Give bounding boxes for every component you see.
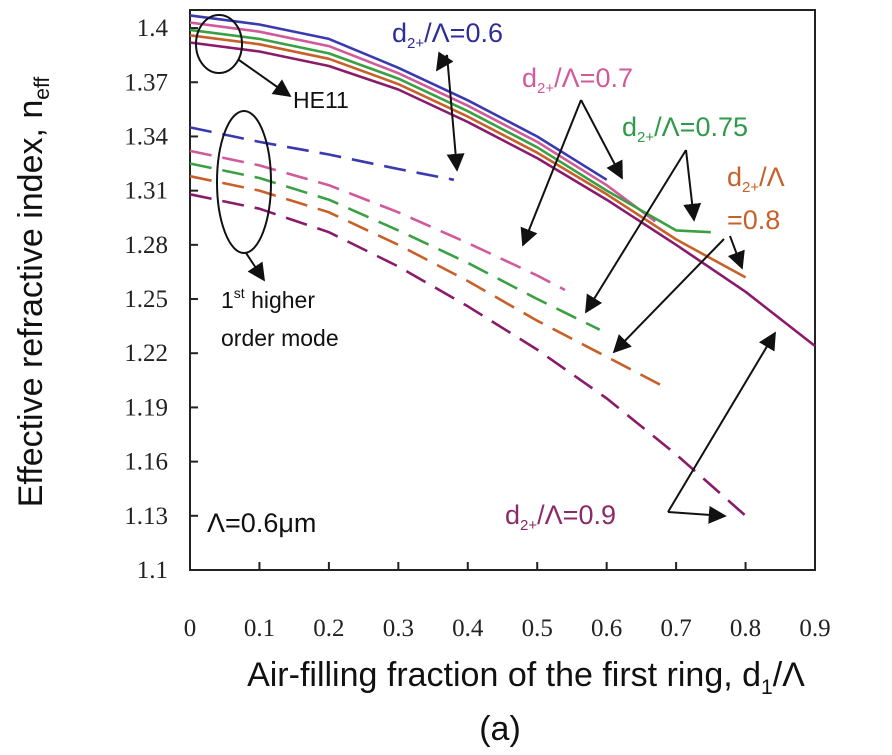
x-tick-label: 0.7 (660, 615, 691, 642)
x-tick-label: 0.4 (452, 615, 484, 642)
he11-mode-line-0 (189, 14, 608, 181)
y-tick-label: 1.37 (124, 69, 168, 96)
plot-frame (189, 9, 816, 571)
y-tick-label: 1.28 (124, 232, 168, 259)
label-d2-0.7: d2+/Λ=0.7 (522, 63, 633, 97)
y-tick-label: 1.4 (137, 15, 169, 42)
label-d2-0.8-line1: d2+/Λ (727, 162, 785, 196)
x-tick-label: 0 (184, 615, 197, 642)
arrow-0.6-solid (436, 51, 454, 72)
y-tick-label: 1.1 (137, 557, 168, 584)
higher-order-mode-line-5 (189, 126, 455, 182)
higher-order-ellipse (216, 110, 272, 254)
label-d2-0.75: d2+/Λ=0.75 (622, 112, 748, 146)
arrow-0.7-dashed (520, 99, 582, 247)
arrow-he11 (238, 59, 292, 98)
y-tick-label: 1.25 (124, 286, 168, 313)
he11-mode-line-3 (189, 34, 747, 279)
y-tick-label: 1.31 (124, 178, 168, 205)
x-tick-label: 0.5 (522, 615, 553, 642)
y-tick-label: 1.13 (124, 503, 168, 530)
arrow-0.75-dashed (585, 149, 687, 314)
y-axis-title: Effective refractive index, neff (12, 77, 54, 508)
x-tick-label: 0.6 (591, 615, 622, 642)
higher-order-mode-line-7 (189, 162, 601, 331)
label-lattice-constant: Λ=0.6μm (207, 508, 316, 538)
figure-caption: (a) (479, 710, 521, 748)
arrow-0.8-solid (727, 235, 745, 270)
label-higher-order-line1: 1st higher (221, 285, 315, 313)
arrow-0.75-solid (683, 149, 702, 222)
arrow-0.8-dashed (612, 238, 725, 354)
y-tick-label: 1.16 (124, 449, 168, 476)
label-d2-0.8-line2: =0.8 (727, 205, 780, 235)
x-tick-label: 0.8 (730, 615, 761, 642)
x-tick-label: 0.9 (799, 615, 830, 642)
arrow-0.7-solid (580, 99, 623, 180)
he11-ellipse (195, 14, 243, 74)
arrow-0.9-solid (667, 331, 776, 513)
axis-ticks: 1.1 1.13 1.16 1.19 1.22 1.25 1.28 1.31 1.34 1.37 1… (124, 15, 830, 642)
label-he11: HE11 (293, 87, 349, 113)
y-tick-label: 1.34 (124, 123, 168, 150)
arrow-0.6-dashed (446, 54, 465, 172)
x-tick-label: 0.1 (244, 615, 275, 642)
arrow-0.9-dashed (667, 505, 727, 524)
x-tick-label: 0.2 (313, 615, 344, 642)
he11-mode-line-2 (189, 28, 711, 234)
he11-mode-line-1 (189, 21, 657, 223)
x-tick-label: 0.3 (383, 615, 414, 642)
label-d2-0.6: d2+/Λ=0.6 (392, 18, 503, 52)
he11-mode-line-4 (189, 41, 816, 348)
higher-order-mode-line-9 (189, 193, 747, 517)
label-d2-0.9: d2+/Λ=0.9 (505, 500, 616, 534)
y-tick-label: 1.19 (124, 394, 168, 421)
x-axis-title: Air-filling fraction of the first ring, … (247, 656, 805, 699)
label-higher-order-line2: order mode (221, 325, 339, 351)
higher-order-mode-line-6 (189, 149, 566, 292)
arrow-higher-order (245, 252, 265, 282)
y-tick-label: 1.22 (124, 340, 168, 367)
